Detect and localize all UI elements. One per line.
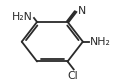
Text: H₂N: H₂N [12,12,33,22]
Text: N: N [78,6,86,16]
Text: Cl: Cl [67,70,77,81]
Text: NH₂: NH₂ [89,37,110,47]
